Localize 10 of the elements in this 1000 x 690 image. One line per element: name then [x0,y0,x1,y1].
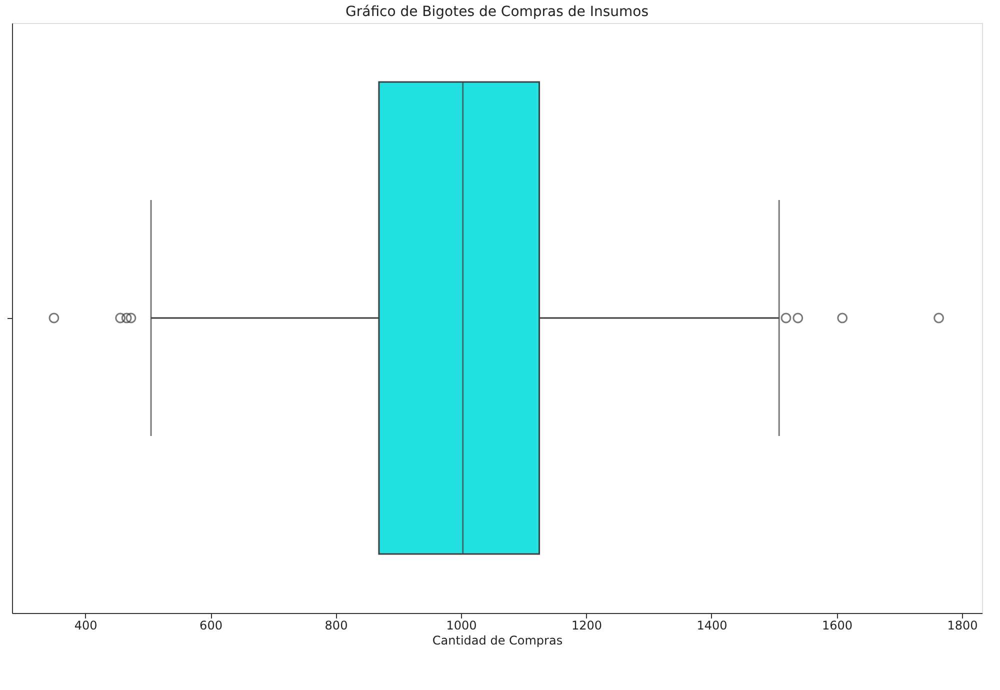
x-tick-label: 1600 [822,618,852,632]
chart-title: Gráfico de Bigotes de Compras de Insumos [346,4,648,20]
x-tick-label: 600 [200,618,222,632]
x-tick-label: 400 [74,618,98,632]
x-tick-label: 1400 [696,618,728,632]
x-tick-label: 800 [324,618,348,632]
x-tick-label: 1000 [446,618,477,632]
x-axis-title: Cantidad de Compras [432,634,563,648]
x-tick-label: 1800 [947,618,978,632]
x-tick-label: 1200 [571,618,602,632]
